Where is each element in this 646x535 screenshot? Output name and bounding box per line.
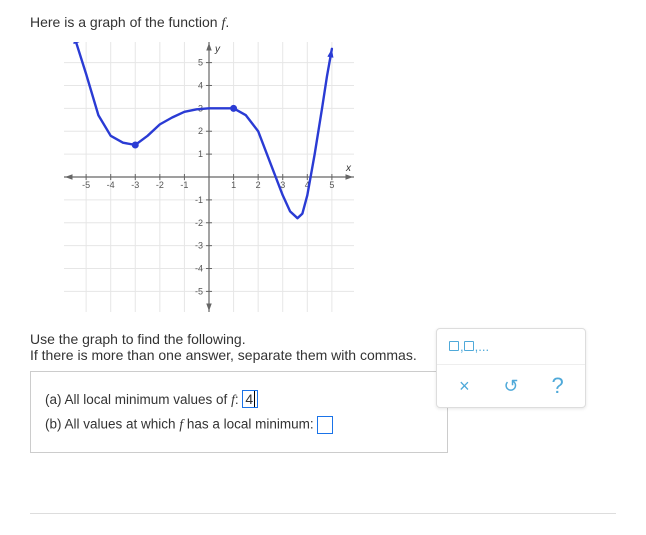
svg-text:-5: -5 [195, 286, 203, 296]
svg-text:-3: -3 [195, 241, 203, 251]
answer-input-b[interactable] [317, 416, 333, 434]
svg-text:y: y [214, 44, 221, 55]
svg-text:2: 2 [198, 126, 203, 136]
prompt-prefix: Here is a graph of the function [30, 14, 221, 30]
toolbox: ,,... × ↺ ? [436, 328, 586, 408]
placeholder-box-icon [464, 341, 474, 351]
svg-text:5: 5 [198, 58, 203, 68]
list-hint: ,... [475, 339, 489, 354]
answer-input-a[interactable]: 4 [242, 390, 258, 408]
svg-text:2: 2 [256, 180, 261, 190]
graph-figure: -5-4-3-2-112345-5-4-3-2-112345xy [64, 42, 616, 315]
qb-suffix: has a local minimum: [183, 417, 317, 432]
x-icon: × [459, 376, 470, 397]
help-button[interactable]: ? [542, 373, 574, 399]
placeholder-box-icon [449, 341, 459, 351]
qa-colon: : [235, 392, 243, 407]
svg-text:-3: -3 [131, 180, 139, 190]
prompt-suffix: . [225, 14, 229, 30]
question-icon: ? [552, 373, 564, 399]
graph-svg: -5-4-3-2-112345-5-4-3-2-112345xy [64, 42, 354, 312]
svg-text:x: x [345, 163, 352, 174]
divider [30, 513, 616, 514]
svg-text:-2: -2 [156, 180, 164, 190]
svg-text:5: 5 [329, 180, 334, 190]
text-cursor [254, 391, 255, 407]
prompt-text: Here is a graph of the function f. [30, 14, 616, 32]
reset-icon: ↺ [503, 376, 518, 397]
question-a: (a) All local minimum values of f: 4 [45, 390, 433, 408]
instructions-line1: Use the graph to find the following. [30, 331, 246, 347]
instructions-line2: If there is more than one answer, separa… [30, 347, 417, 363]
svg-text:1: 1 [231, 180, 236, 190]
svg-text:-2: -2 [195, 218, 203, 228]
question-panel: (a) All local minimum values of f: 4 (b)… [30, 371, 448, 453]
svg-text:-1: -1 [180, 180, 188, 190]
question-b: (b) All values at which f has a local mi… [45, 416, 433, 434]
qa-prefix: (a) All local minimum values of [45, 392, 231, 407]
svg-text:-5: -5 [82, 180, 90, 190]
clear-button[interactable]: × [448, 373, 480, 399]
qb-prefix: (b) All values at which [45, 417, 179, 432]
reset-button[interactable]: ↺ [495, 373, 527, 399]
svg-text:-4: -4 [195, 264, 203, 274]
svg-text:-1: -1 [195, 195, 203, 205]
svg-text:4: 4 [198, 80, 203, 90]
list-format-button[interactable]: ,,... [437, 329, 585, 365]
svg-text:1: 1 [198, 149, 203, 159]
qa-value: 4 [245, 391, 253, 407]
svg-text:-4: -4 [107, 180, 115, 190]
